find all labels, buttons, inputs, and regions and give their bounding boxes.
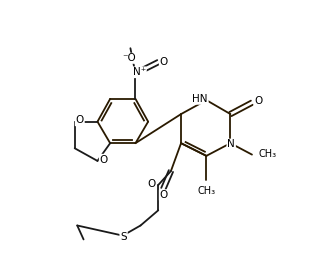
Text: O: O (147, 179, 155, 189)
Text: N: N (227, 140, 235, 150)
Text: CH₃: CH₃ (258, 149, 276, 159)
Text: CH₃: CH₃ (197, 186, 215, 196)
Text: O: O (76, 115, 84, 125)
Text: O: O (160, 190, 168, 200)
Text: ⁻O: ⁻O (122, 53, 136, 63)
Text: N⁺: N⁺ (133, 67, 146, 77)
Text: HN: HN (192, 94, 208, 104)
Text: O: O (254, 97, 263, 106)
Text: O: O (160, 57, 168, 67)
Text: S: S (120, 232, 127, 242)
Text: O: O (100, 155, 108, 165)
